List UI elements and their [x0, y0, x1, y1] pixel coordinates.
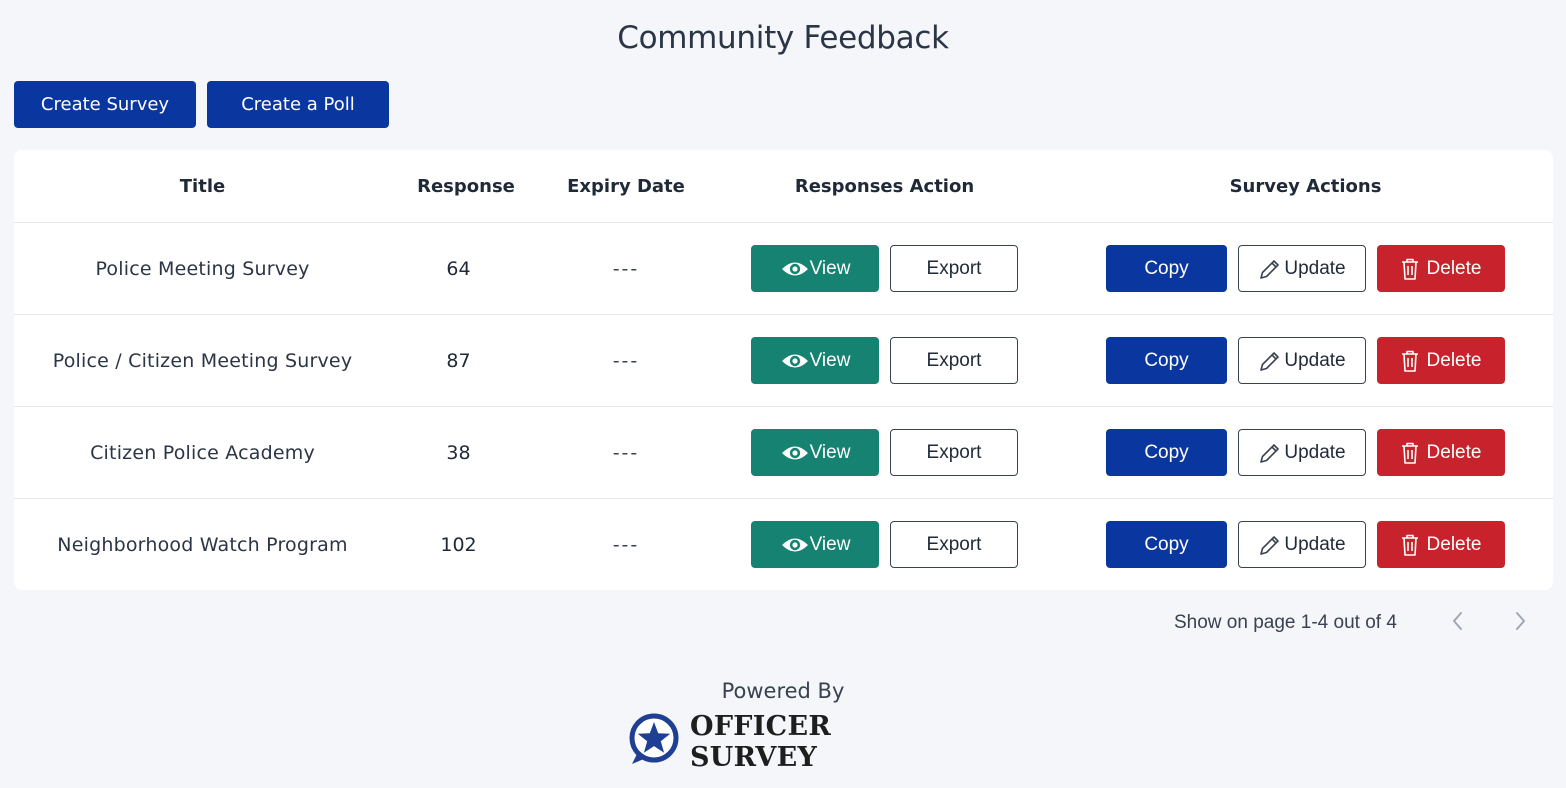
expiry-date: --- — [612, 257, 640, 280]
surveys-table: Title Response Expiry Date Responses Act… — [14, 150, 1553, 590]
chevron-right-icon — [1515, 611, 1527, 635]
expiry-date: --- — [612, 533, 640, 556]
export-button[interactable]: Export — [890, 245, 1018, 292]
delete-label: Delete — [1426, 257, 1482, 279]
trash-icon — [1401, 257, 1419, 281]
response-count: 38 — [446, 441, 471, 464]
copy-button[interactable]: Copy — [1106, 429, 1227, 476]
survey-title: Neighborhood Watch Program — [57, 533, 348, 556]
brand-name: OFFICER SURVEY — [690, 711, 832, 773]
response-count: 102 — [440, 533, 477, 556]
delete-label: Delete — [1426, 349, 1482, 371]
table-header: Title Response Expiry Date Responses Act… — [14, 150, 1553, 223]
update-label: Update — [1284, 533, 1346, 555]
view-button[interactable]: View — [751, 337, 879, 384]
expiry-date: --- — [612, 441, 640, 464]
eye-icon — [780, 351, 810, 371]
pagination-info: Show on page 1-4 out of 4 — [1174, 612, 1397, 633]
view-button[interactable]: View — [751, 521, 879, 568]
table-row: Police Meeting Survey 64 --- View Export Copy… — [14, 223, 1553, 315]
copy-button[interactable]: Copy — [1106, 521, 1227, 568]
top-actions: Create Survey Create a Poll — [14, 81, 389, 128]
survey-title: Police Meeting Survey — [95, 257, 310, 280]
header-expiry-date: Expiry Date — [567, 176, 685, 197]
chevron-left-icon — [1451, 611, 1463, 635]
next-page-button[interactable] — [1510, 610, 1532, 636]
create-poll-button[interactable]: Create a Poll — [207, 81, 389, 128]
pencil-icon — [1258, 533, 1282, 557]
table-row: Citizen Police Academy 38 --- View Export Cop… — [14, 407, 1553, 499]
delete-label: Delete — [1426, 533, 1482, 555]
update-label: Update — [1284, 349, 1346, 371]
response-count: 87 — [446, 349, 471, 372]
create-survey-button[interactable]: Create Survey — [14, 81, 196, 128]
star-badge-icon — [626, 712, 682, 772]
view-label: View — [809, 441, 851, 463]
pencil-icon — [1258, 349, 1282, 373]
trash-icon — [1401, 441, 1419, 465]
trash-icon — [1401, 533, 1419, 557]
expiry-date: --- — [612, 349, 640, 372]
view-label: View — [809, 533, 851, 555]
update-button[interactable]: Update — [1238, 429, 1366, 476]
brand-logo: OFFICER SURVEY — [626, 711, 946, 773]
update-label: Update — [1284, 441, 1346, 463]
header-title: Title — [179, 176, 226, 197]
update-button[interactable]: Update — [1238, 245, 1366, 292]
survey-title: Police / Citizen Meeting Survey — [52, 349, 353, 372]
export-button[interactable]: Export — [890, 429, 1018, 476]
view-button[interactable]: View — [751, 429, 879, 476]
export-button[interactable]: Export — [890, 521, 1018, 568]
previous-page-button[interactable] — [1446, 610, 1468, 636]
delete-button[interactable]: Delete — [1377, 337, 1505, 384]
copy-button[interactable]: Copy — [1106, 337, 1227, 384]
update-label: Update — [1284, 257, 1346, 279]
survey-title: Citizen Police Academy — [90, 441, 315, 464]
powered-by-label: Powered By — [721, 679, 845, 703]
view-label: View — [809, 349, 851, 371]
copy-button[interactable]: Copy — [1106, 245, 1227, 292]
eye-icon — [780, 535, 810, 555]
update-button[interactable]: Update — [1238, 337, 1366, 384]
header-response: Response — [417, 176, 515, 197]
delete-button[interactable]: Delete — [1377, 521, 1505, 568]
export-button[interactable]: Export — [890, 337, 1018, 384]
table-row: Police / Citizen Meeting Survey 87 --- View… — [14, 315, 1553, 407]
update-button[interactable]: Update — [1238, 521, 1366, 568]
delete-button[interactable]: Delete — [1377, 245, 1505, 292]
header-responses-action: Responses Action — [794, 176, 975, 197]
view-label: View — [809, 257, 851, 279]
delete-label: Delete — [1426, 441, 1482, 463]
view-button[interactable]: View — [751, 245, 879, 292]
table-row: Neighborhood Watch Program 102 --- View Expo… — [14, 499, 1553, 591]
delete-button[interactable]: Delete — [1377, 429, 1505, 476]
page-title: Community Feedback — [617, 20, 949, 56]
pencil-icon — [1258, 257, 1282, 281]
header-survey-actions: Survey Actions — [1229, 176, 1382, 197]
eye-icon — [780, 443, 810, 463]
pencil-icon — [1258, 441, 1282, 465]
eye-icon — [780, 259, 810, 279]
trash-icon — [1401, 349, 1419, 373]
response-count: 64 — [446, 257, 471, 280]
